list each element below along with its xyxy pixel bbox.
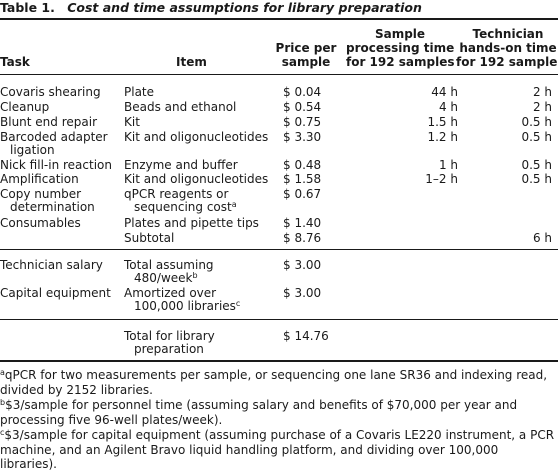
technician-cell: 2 h: [532, 100, 552, 114]
footnote-marker: c: [0, 428, 5, 437]
footnote: c$3/sample for capital equipment (assumi…: [0, 428, 555, 471]
item-cell: Total for library preparation: [124, 329, 215, 356]
header-price: Price per sample: [275, 41, 337, 69]
task-cell: Blunt end repair: [0, 115, 98, 129]
task-cell: Technician salary: [0, 258, 103, 272]
processing-cell: 4 h: [438, 100, 458, 114]
price-cell: $ 3.30: [283, 130, 322, 144]
footnote-marker: b: [192, 271, 198, 280]
footnote: b$3/sample for personnel time (assuming …: [0, 398, 518, 427]
processing-cell: 1–2 h: [425, 172, 458, 186]
footnote-marker: a: [231, 200, 237, 209]
item-cell: qPCR reagents or sequencing costa: [124, 187, 237, 214]
price-cell: $ 1.58: [283, 172, 322, 186]
processing-cell: 1 h: [438, 158, 458, 172]
item-cell: Kit and oligonucleotides: [124, 172, 269, 186]
item-cell: Kit and oligonucleotides: [124, 130, 269, 144]
footnote-marker: a: [0, 368, 5, 377]
price-cell: $ 3.00: [283, 286, 322, 300]
table-caption: Table 1. Cost and time assumptions for l…: [0, 0, 558, 15]
processing-cell: 1.2 h: [427, 130, 458, 144]
price-cell: $ 0.75: [283, 115, 322, 129]
footnote: aqPCR for two measurements per sample, o…: [0, 368, 548, 397]
price-cell: $ 0.67: [283, 187, 322, 201]
footnote-marker: b: [0, 398, 6, 407]
item-cell: Kit: [124, 115, 140, 129]
technician-cell: 0.5 h: [521, 115, 552, 129]
task-cell: Copy number determination: [0, 187, 95, 214]
processing-cell: 44 h: [431, 85, 458, 99]
task-cell: Capital equipment: [0, 286, 111, 300]
task-cell: Amplification: [0, 172, 79, 186]
header-item: Item: [176, 55, 207, 69]
item-cell: Total assuming 480/weekb: [124, 258, 214, 285]
item-cell: Amortized over 100,000 librariesc: [124, 286, 241, 313]
price-cell: $ 0.48: [283, 158, 322, 172]
technician-cell: 0.5 h: [521, 172, 552, 186]
header-technician: Technician hands-on time for 192 samples: [456, 27, 558, 69]
bottom-rule: [0, 360, 558, 362]
header-rule: [0, 74, 558, 75]
price-cell: $ 3.00: [283, 258, 322, 272]
task-cell: Nick fill-in reaction: [0, 158, 112, 172]
technician-cell: 0.5 h: [521, 130, 552, 144]
price-cell: $ 0.04: [283, 85, 322, 99]
section-rule: [0, 319, 558, 320]
item-cell: Plate: [124, 85, 155, 99]
item-cell: Plates and pipette tips: [124, 216, 259, 230]
footnote-marker: c: [235, 299, 241, 308]
caption-label: Table 1.: [0, 0, 55, 15]
section-rule: [0, 249, 558, 250]
item-cell: Subtotal: [124, 231, 175, 245]
task-cell: Consumables: [0, 216, 81, 230]
processing-cell: 1.5 h: [427, 115, 458, 129]
price-cell: $ 14.76: [283, 329, 329, 343]
top-rule: [0, 18, 558, 20]
item-cell: Enzyme and buffer: [124, 158, 238, 172]
task-cell: Barcoded adapter ligation: [0, 130, 108, 157]
item-cell: Beads and ethanol: [124, 100, 237, 114]
price-cell: $ 0.54: [283, 100, 322, 114]
task-cell: Cleanup: [0, 100, 50, 114]
technician-cell: 0.5 h: [521, 158, 552, 172]
price-cell: $ 1.40: [283, 216, 322, 230]
task-cell: Covaris shearing: [0, 85, 101, 99]
header-task: Task: [0, 55, 30, 69]
technician-cell: 2 h: [532, 85, 552, 99]
caption-text: Cost and time assumptions for library pr…: [67, 0, 422, 15]
price-cell: $ 8.76: [283, 231, 322, 245]
technician-cell: 6 h: [532, 231, 552, 245]
header-processing: Sample processing time for 192 samples: [346, 27, 455, 69]
